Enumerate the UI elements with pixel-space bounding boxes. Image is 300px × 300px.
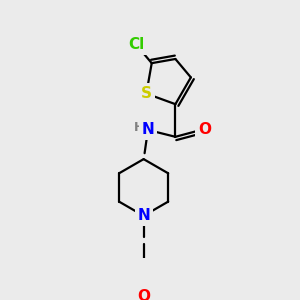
Text: H: H bbox=[134, 121, 145, 134]
Text: O: O bbox=[137, 289, 150, 300]
Text: O: O bbox=[198, 122, 211, 137]
Text: S: S bbox=[141, 86, 152, 101]
Text: N: N bbox=[142, 122, 154, 137]
Text: Cl: Cl bbox=[128, 37, 144, 52]
Text: N: N bbox=[137, 208, 150, 223]
